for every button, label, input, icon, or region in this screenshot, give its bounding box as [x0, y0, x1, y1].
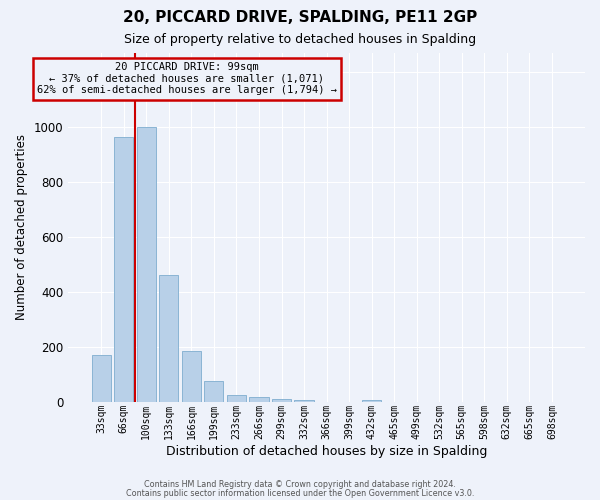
- Bar: [362, 400, 381, 402]
- Y-axis label: Number of detached properties: Number of detached properties: [15, 134, 28, 320]
- Bar: [114, 136, 133, 402]
- Bar: [205, 381, 223, 402]
- Bar: [182, 350, 201, 403]
- X-axis label: Distribution of detached houses by size in Spalding: Distribution of detached houses by size …: [166, 444, 487, 458]
- Text: Contains HM Land Registry data © Crown copyright and database right 2024.: Contains HM Land Registry data © Crown c…: [144, 480, 456, 489]
- Bar: [159, 275, 178, 402]
- Text: 20 PICCARD DRIVE: 99sqm
← 37% of detached houses are smaller (1,071)
62% of semi: 20 PICCARD DRIVE: 99sqm ← 37% of detache…: [37, 62, 337, 96]
- Bar: [295, 400, 314, 402]
- Bar: [272, 399, 291, 402]
- Bar: [137, 127, 156, 402]
- Bar: [92, 356, 111, 403]
- Text: 20, PICCARD DRIVE, SPALDING, PE11 2GP: 20, PICCARD DRIVE, SPALDING, PE11 2GP: [123, 10, 477, 25]
- Text: Contains public sector information licensed under the Open Government Licence v3: Contains public sector information licen…: [126, 488, 474, 498]
- Bar: [250, 398, 269, 402]
- Text: Size of property relative to detached houses in Spalding: Size of property relative to detached ho…: [124, 32, 476, 46]
- Bar: [227, 395, 246, 402]
